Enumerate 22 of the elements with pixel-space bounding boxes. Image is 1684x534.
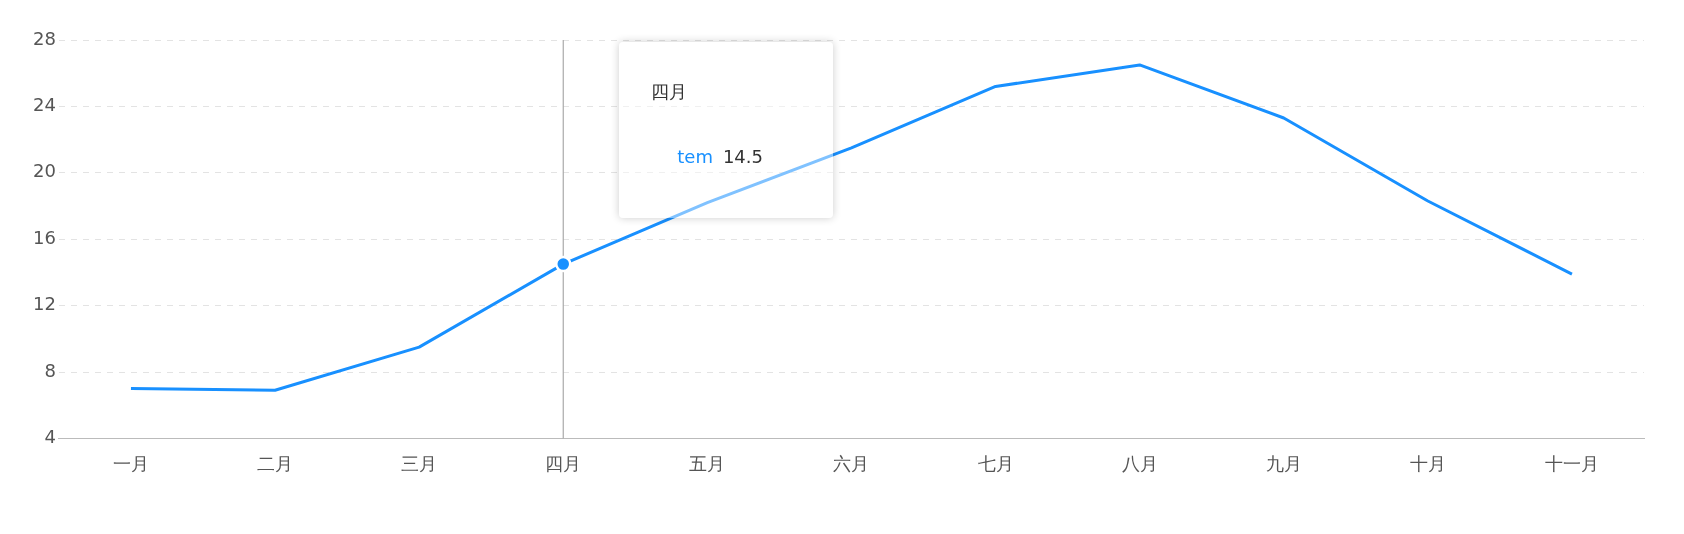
x-tick-label: 七月 (977, 452, 1014, 474)
y-tick-label: 28 (33, 27, 56, 49)
x-tick-label: 九月 (1265, 452, 1302, 474)
x-tick-label: 四月 (545, 452, 582, 474)
x-tick-label: 十月 (1409, 452, 1446, 474)
y-tick-label: 16 (33, 226, 56, 248)
annotation: 14.5 (722, 146, 763, 167)
y-tick-label: 4 (44, 426, 56, 448)
x-tick-label: 五月 (689, 452, 726, 474)
x-tick-label: 十一月 (1544, 452, 1599, 474)
annotation: 四月 (651, 80, 689, 104)
y-tick-label: 8 (44, 359, 56, 381)
x-tick-label: 三月 (401, 452, 438, 474)
x-tick-label: 六月 (833, 452, 870, 474)
x-tick-label: 八月 (1121, 452, 1158, 474)
x-tick-label: 一月 (112, 452, 149, 474)
series-label: tem (677, 146, 713, 167)
y-tick-label: 20 (33, 160, 56, 182)
tooltip-box: 四月 tem 14.5 (619, 42, 834, 218)
x-tick-label: 二月 (257, 452, 294, 474)
y-tick-label: 12 (33, 293, 56, 315)
y-tick-label: 24 (33, 94, 56, 116)
